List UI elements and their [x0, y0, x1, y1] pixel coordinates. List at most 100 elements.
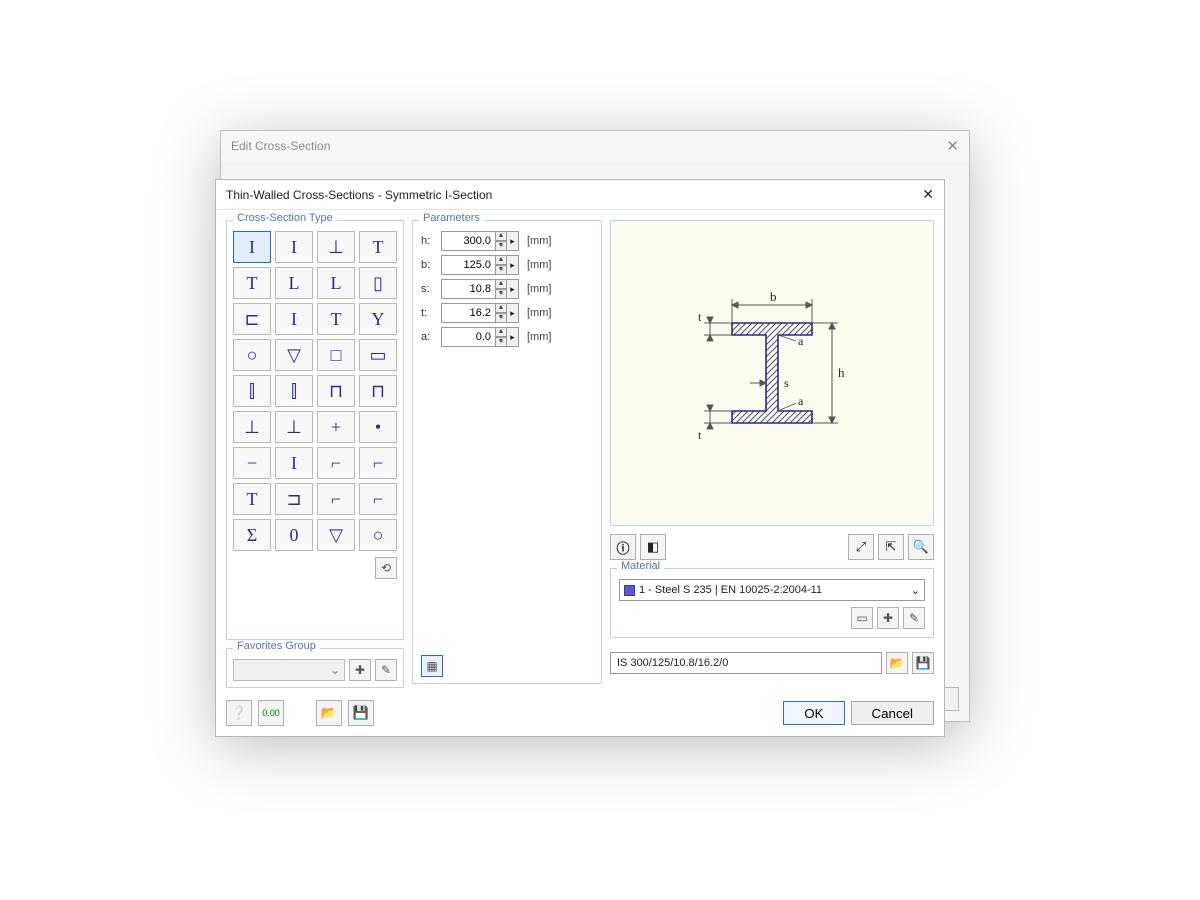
- export-button[interactable]: 💾: [348, 700, 374, 726]
- param-input-b[interactable]: [441, 255, 495, 275]
- type-btn-inv-tee-b[interactable]: ⊥: [275, 411, 313, 443]
- type-btn-triangle-tube[interactable]: ▽: [275, 339, 313, 371]
- type-btn-z-b[interactable]: ⌐: [359, 447, 397, 479]
- material-select[interactable]: 1 - Steel S 235 | EN 10025-2:2004-11 ⌄: [619, 579, 925, 601]
- material-edit-button[interactable]: ✎: [903, 607, 925, 629]
- type-btn-u-section-b[interactable]: ⊓: [359, 375, 397, 407]
- favorites-add-button[interactable]: ✚: [349, 659, 371, 681]
- type-btn-z-a[interactable]: ⌐: [317, 447, 355, 479]
- favorites-select[interactable]: ⌄: [233, 659, 345, 681]
- stress-points-button[interactable]: ◧: [640, 534, 666, 560]
- type-btn-trapezoid[interactable]: ▽: [317, 519, 355, 551]
- param-spin-down-b[interactable]: ▼: [495, 265, 507, 275]
- type-btn-angle-b[interactable]: L: [317, 267, 355, 299]
- square-tube-icon: □: [331, 346, 342, 364]
- dim-label-t2: t: [698, 428, 702, 442]
- type-btn-i-c[interactable]: I: [275, 447, 313, 479]
- help-button[interactable]: ❔: [226, 700, 252, 726]
- u-section-icon: ⊓: [329, 382, 343, 400]
- type-btn-i-section[interactable]: I: [233, 231, 271, 263]
- param-spin-up-s[interactable]: ▲: [495, 279, 507, 289]
- param-input-t[interactable]: [441, 303, 495, 323]
- type-btn-angle[interactable]: L: [275, 267, 313, 299]
- type-btn-inv-tee[interactable]: ⊥: [233, 411, 271, 443]
- param-spin-down-s[interactable]: ▼: [495, 289, 507, 299]
- type-btn-z-d[interactable]: ⌐: [359, 483, 397, 515]
- material-library-button[interactable]: ▭: [851, 607, 873, 629]
- type-btn-plate[interactable]: −: [233, 447, 271, 479]
- info-button[interactable]: ⓘ: [610, 534, 636, 560]
- type-btn-channel[interactable]: ⊏: [233, 303, 271, 335]
- cancel-button[interactable]: Cancel: [851, 701, 935, 725]
- tee-variant-icon: T: [331, 310, 342, 328]
- param-input-s[interactable]: [441, 279, 495, 299]
- param-row-b: b:▲▼▸[mm]: [421, 255, 593, 275]
- plate-icon: −: [247, 454, 257, 472]
- param-spin-up-t[interactable]: ▲: [495, 303, 507, 313]
- param-input-h[interactable]: [441, 231, 495, 251]
- import-button[interactable]: 📂: [316, 700, 342, 726]
- material-title: Material: [617, 560, 664, 572]
- param-step-t[interactable]: ▸: [507, 303, 519, 323]
- favorites-manage-button[interactable]: ✎: [375, 659, 397, 681]
- type-btn-tee-c[interactable]: T: [233, 483, 271, 515]
- description-input[interactable]: IS 300/125/10.8/16.2/0: [610, 652, 882, 674]
- z-d-icon: ⌐: [373, 490, 383, 508]
- param-label-t: t:: [421, 307, 435, 319]
- type-btn-double-i[interactable]: ⫿: [233, 375, 271, 407]
- type-btn-tee-down[interactable]: ⊥: [317, 231, 355, 263]
- type-btn-rect-tube[interactable]: ▯: [359, 267, 397, 299]
- type-btn-double-i-b[interactable]: ⫿: [275, 375, 313, 407]
- type-btn-tee[interactable]: T: [359, 231, 397, 263]
- material-new-button[interactable]: ✚: [877, 607, 899, 629]
- param-step-a[interactable]: ▸: [507, 327, 519, 347]
- param-label-h: h:: [421, 235, 435, 247]
- type-btn-flat-tube[interactable]: ▭: [359, 339, 397, 371]
- type-btn-y-section[interactable]: Y: [359, 303, 397, 335]
- view-values-button[interactable]: 🔍: [908, 534, 934, 560]
- param-spin-down-h[interactable]: ▼: [495, 241, 507, 251]
- dialog-title: Thin-Walled Cross-Sections - Symmetric I…: [226, 188, 492, 202]
- type-btn-i-section-wide[interactable]: I: [275, 231, 313, 263]
- cross-icon: +: [331, 418, 341, 436]
- type-btn-oval[interactable]: 0: [275, 519, 313, 551]
- type-btn-sigma[interactable]: Σ: [233, 519, 271, 551]
- ok-button[interactable]: OK: [783, 701, 844, 725]
- param-spin-up-b[interactable]: ▲: [495, 255, 507, 265]
- type-btn-z-c[interactable]: ⌐: [317, 483, 355, 515]
- param-row-h: h:▲▼▸[mm]: [421, 231, 593, 251]
- parent-close-icon[interactable]: ✕: [946, 137, 959, 155]
- type-btn-tee-variant[interactable]: T: [317, 303, 355, 335]
- description-save-button[interactable]: 💾: [912, 652, 934, 674]
- type-btn-round-tube[interactable]: ○: [233, 339, 271, 371]
- description-pick-button[interactable]: 📂: [886, 652, 908, 674]
- param-spin-down-t[interactable]: ▼: [495, 313, 507, 323]
- type-btn-u-section[interactable]: ⊓: [317, 375, 355, 407]
- type-btn-square-tube[interactable]: □: [317, 339, 355, 371]
- param-spin-up-a[interactable]: ▲: [495, 327, 507, 337]
- i-section-icon: I: [249, 238, 255, 256]
- param-input-a[interactable]: [441, 327, 495, 347]
- param-step-b[interactable]: ▸: [507, 255, 519, 275]
- view-dimensions-button[interactable]: ⇱: [878, 534, 904, 560]
- type-btn-pipe[interactable]: ○: [359, 519, 397, 551]
- dim-label-t: t: [698, 310, 702, 324]
- param-spin-down-a[interactable]: ▼: [495, 337, 507, 347]
- reset-types-button[interactable]: ⟲: [375, 557, 397, 579]
- type-btn-cross[interactable]: +: [317, 411, 355, 443]
- type-btn-i-variant[interactable]: I: [275, 303, 313, 335]
- preview-drawing: b h: [662, 263, 882, 483]
- view-axes-button[interactable]: ⤢: [848, 534, 874, 560]
- close-icon[interactable]: ✕: [922, 186, 934, 203]
- param-spin-up-h[interactable]: ▲: [495, 231, 507, 241]
- parameters-title: Parameters: [419, 212, 484, 224]
- param-unit-t: [mm]: [527, 307, 553, 319]
- parameters-tool-button[interactable]: ▦: [421, 655, 443, 677]
- cross-section-type-group: Cross-Section Type II⊥TTLL▯⊏ITY○▽□▭⫿⫿⊓⊓⊥…: [226, 220, 404, 640]
- param-step-s[interactable]: ▸: [507, 279, 519, 299]
- type-btn-round-solid[interactable]: •: [359, 411, 397, 443]
- units-button[interactable]: 0.00: [258, 700, 284, 726]
- type-btn-tee-b[interactable]: T: [233, 267, 271, 299]
- param-step-h[interactable]: ▸: [507, 231, 519, 251]
- type-btn-c-a[interactable]: ⊐: [275, 483, 313, 515]
